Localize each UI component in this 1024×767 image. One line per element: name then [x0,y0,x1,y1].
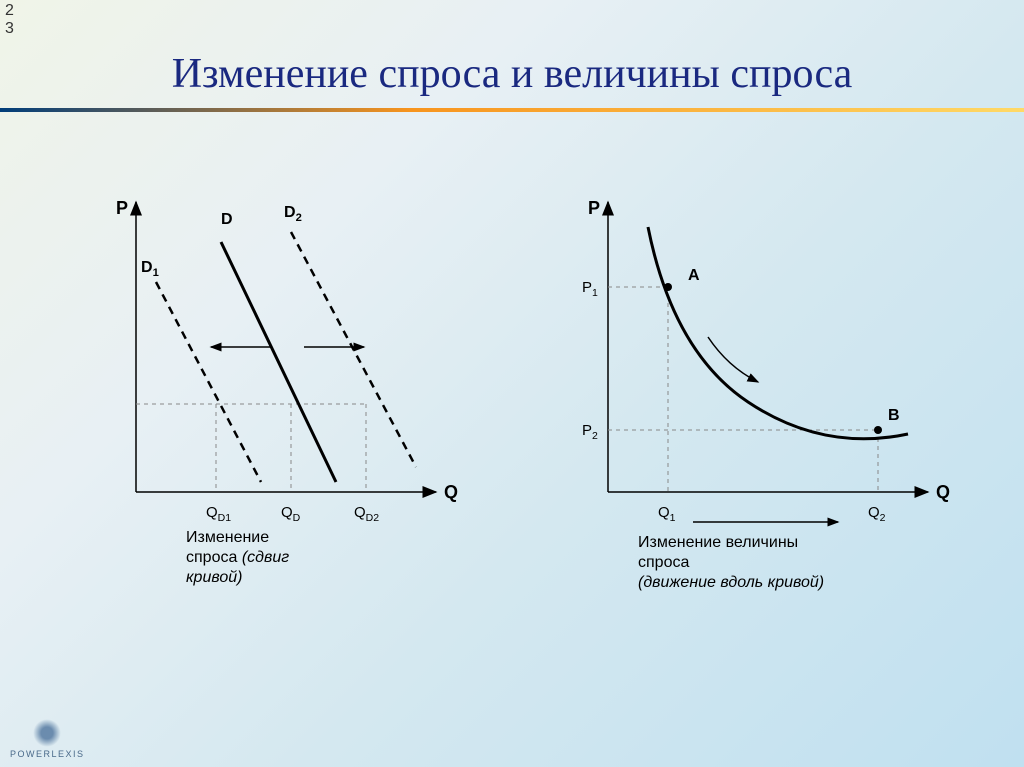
chart-left-svg: P Q D D1 D2 QD1 QD QD2 [66,172,486,592]
chart2-caption-3: (движение вдоль кривой) [638,574,824,591]
tick-qd2: QD2 [354,504,379,524]
footer-logo: POWERLEXIS [10,719,85,759]
label-b: B [888,407,900,424]
x-axis-label: Q [936,482,950,502]
label-d2: D2 [284,204,302,224]
label-a: A [688,267,700,284]
curve-d [221,242,336,482]
tick-qd1: QD1 [206,504,231,524]
tick-qd: QD [281,504,301,524]
title-area: Изменение спроса и величины спроса [0,0,1024,112]
chart-right: P Q A B P1 P2 Q1 Q2 Изменение вел [538,172,958,592]
chart1-caption-2: спроса (сдвиг [186,549,289,566]
chart2-caption-2: спроса [638,554,689,571]
point-b [874,426,882,434]
tick-q1: Q1 [658,504,676,524]
label-d1: D1 [141,259,159,279]
page-num-top: 2 [5,2,14,20]
y-axis-label: P [116,198,128,218]
tick-p1: P1 [582,279,598,299]
y-axis-label: P [588,198,600,218]
label-d: D [221,211,233,228]
page-numbers: 2 3 [5,2,14,37]
demand-curve [648,227,908,439]
tick-q2: Q2 [868,504,886,524]
charts-container: P Q D D1 D2 QD1 QD QD2 [0,172,1024,592]
x-axis-label: Q [444,482,458,502]
curve-d2 [291,232,416,467]
point-a [664,283,672,291]
slide-title: Изменение спроса и величины спроса [0,50,1024,98]
chart-left: P Q D D1 D2 QD1 QD QD2 [66,172,486,592]
page-num-bottom: 3 [5,20,14,38]
chart-right-svg: P Q A B P1 P2 Q1 Q2 Изменение вел [538,172,958,592]
chart2-caption-1: Изменение величины [638,534,798,551]
chart1-caption-1: Изменение [186,529,269,546]
tick-p2: P2 [582,422,598,442]
chart1-caption-3: кривой) [186,569,242,586]
curve-d1 [156,282,261,482]
title-divider [0,108,1024,112]
